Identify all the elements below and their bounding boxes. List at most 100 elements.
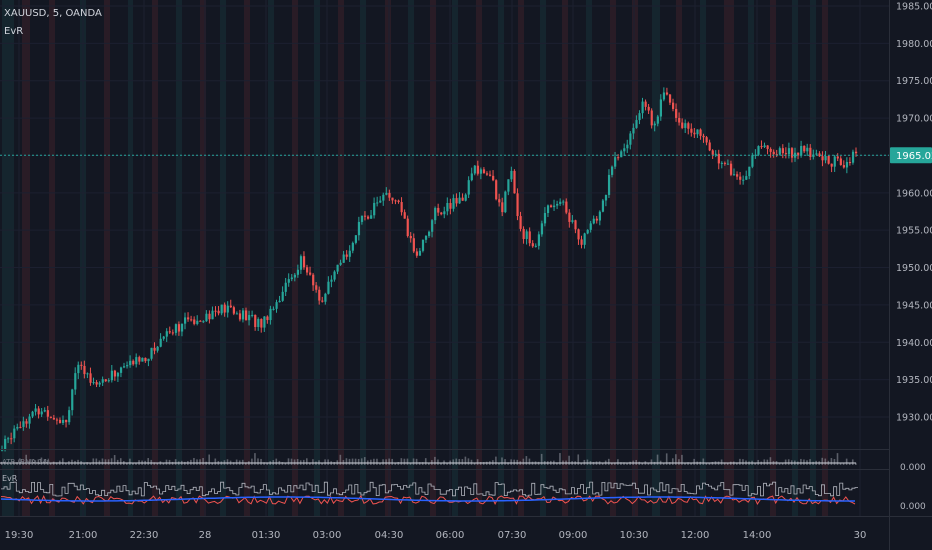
candle-body <box>251 314 254 316</box>
candle-body <box>672 102 675 109</box>
price-tick-label: 1930.000 <box>896 413 932 424</box>
volume-bar <box>196 459 198 465</box>
volume-bar <box>46 459 49 465</box>
volume-bar <box>193 457 195 465</box>
candle-body <box>696 129 699 135</box>
candle-body <box>101 379 104 383</box>
candle-body <box>351 242 354 251</box>
evr-pane <box>0 481 858 506</box>
candle-body <box>208 313 211 320</box>
volume-bar <box>415 458 418 465</box>
candle-body <box>498 199 501 203</box>
candle-body <box>86 373 89 375</box>
candle-body <box>52 417 56 420</box>
volume-bar <box>787 459 790 465</box>
volume-bar <box>150 459 153 465</box>
candle-body <box>290 277 293 280</box>
candle-body <box>717 153 720 164</box>
candle-body <box>10 438 13 440</box>
candle-body <box>333 271 336 280</box>
volume-bar <box>376 458 378 465</box>
candle-body <box>437 207 440 213</box>
volume-bar <box>848 462 851 465</box>
volume-bar <box>833 458 836 465</box>
candle-body <box>519 216 522 229</box>
volume-bar <box>348 458 351 465</box>
volume-bar <box>434 456 436 465</box>
session-band <box>200 0 206 516</box>
candle-body <box>388 192 391 198</box>
volume-bar <box>406 458 409 465</box>
candle-body <box>815 153 818 155</box>
candle-body <box>656 116 659 124</box>
volume-bar <box>739 458 741 465</box>
candle-body <box>184 317 187 324</box>
volume-bar <box>540 453 543 465</box>
candle-body <box>504 191 507 213</box>
candle-body <box>245 310 248 321</box>
volume-bar <box>89 462 92 465</box>
volume-bar <box>470 459 473 465</box>
candle-body <box>309 272 312 275</box>
candle-body <box>28 416 31 424</box>
volume-bar <box>617 459 619 465</box>
session-band <box>822 0 828 516</box>
candle-body <box>199 320 202 322</box>
candle-body <box>174 324 178 333</box>
candle-body <box>336 264 339 272</box>
candle-body <box>467 180 470 195</box>
candle-body <box>324 293 327 302</box>
candle-body <box>299 256 303 270</box>
volume-bar <box>778 462 781 465</box>
volume-bar <box>168 459 171 465</box>
session-highlight-bands <box>2 0 828 516</box>
candle-body <box>641 101 644 114</box>
evr-axis-value: 0.000 <box>900 502 926 512</box>
candle-body <box>449 202 452 209</box>
volume-bar <box>306 458 308 465</box>
session-band <box>176 0 182 516</box>
price-tick-label: 1940.000 <box>896 338 932 349</box>
candle-body <box>348 250 351 257</box>
price-axis[interactable]: 1985.0001980.0001975.0001970.0001965.000… <box>896 2 932 424</box>
volume-bar <box>107 459 110 465</box>
symbol-title[interactable]: XAUUSD, 5, OANDA <box>4 8 102 19</box>
candle-body <box>601 200 605 212</box>
candle-body <box>766 145 769 149</box>
candle-body <box>794 152 797 158</box>
candle-body <box>302 256 306 268</box>
candle-body <box>95 382 98 385</box>
candle-body <box>611 166 614 175</box>
session-band <box>220 0 226 516</box>
volume-bar <box>757 459 759 465</box>
candle-body <box>760 146 763 148</box>
volume-bar <box>62 458 64 465</box>
indicator-title[interactable]: EvR <box>4 26 24 37</box>
candle-body <box>65 419 68 423</box>
candle-body <box>141 357 144 362</box>
volume-bar <box>708 462 711 465</box>
candle-body <box>180 323 184 332</box>
candlestick-series[interactable] <box>1 87 858 452</box>
candle-body <box>568 212 571 222</box>
price-tick-label: 1935.000 <box>896 375 932 386</box>
time-axis[interactable]: 19:30 21:00 22:30 28 01:30 03:00 04:30 06:00 07:… <box>5 530 867 541</box>
candle-body <box>604 194 608 201</box>
volume-bar <box>403 458 406 465</box>
candle-body <box>479 169 483 174</box>
volume-bar <box>327 459 329 465</box>
time-tick-label: 22:30 <box>130 530 159 541</box>
session-band <box>104 0 110 516</box>
volume-bar <box>482 462 485 465</box>
candle-body <box>583 233 586 245</box>
session-band <box>540 0 546 516</box>
candle-body <box>284 282 287 292</box>
candle-body <box>711 150 714 155</box>
candle-body <box>528 231 531 244</box>
volume-bar <box>824 458 827 465</box>
candle-body <box>226 305 229 313</box>
volume-bar <box>235 459 238 465</box>
volume-bar <box>165 459 168 465</box>
candle-body <box>62 419 65 423</box>
